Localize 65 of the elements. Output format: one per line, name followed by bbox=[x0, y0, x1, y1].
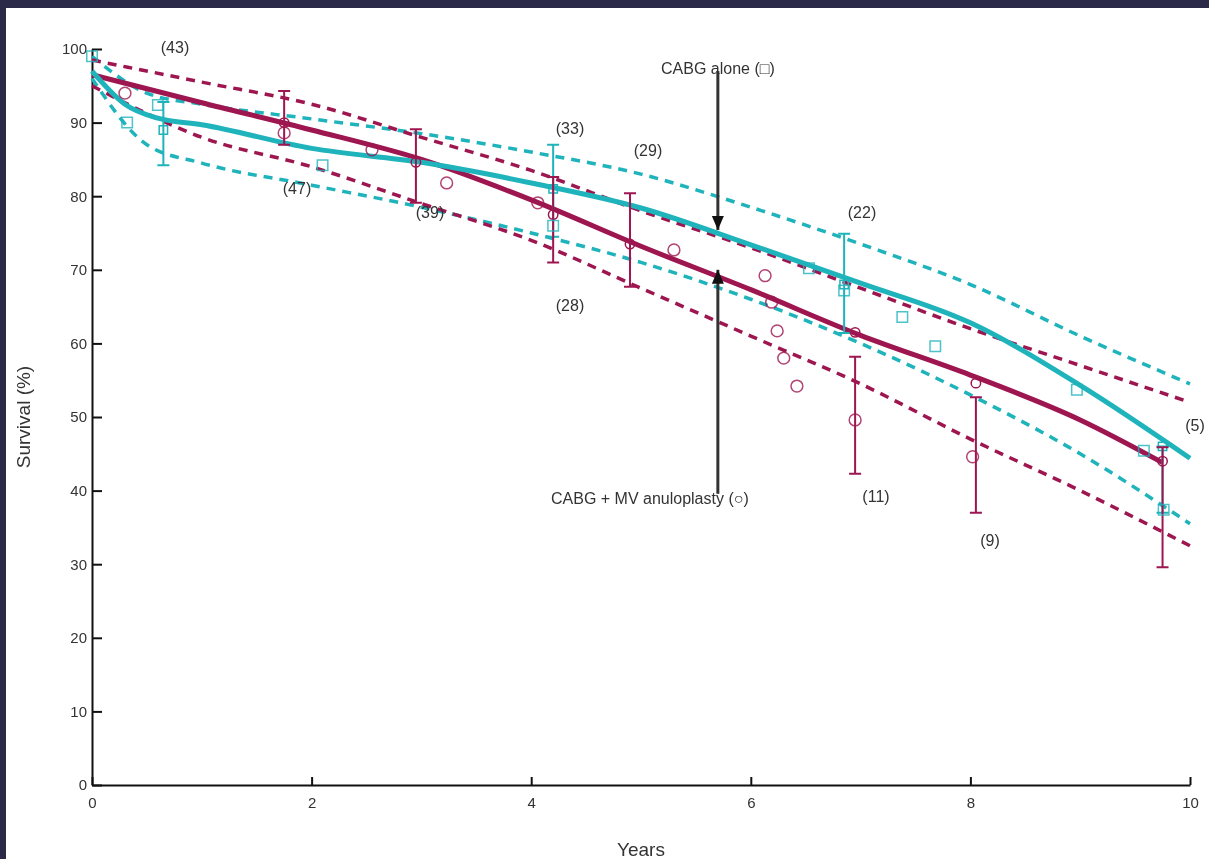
point bbox=[547, 219, 560, 232]
point bbox=[365, 143, 379, 157]
point bbox=[118, 86, 132, 100]
point bbox=[277, 126, 291, 140]
y-tick-label: 100 bbox=[61, 40, 87, 58]
point bbox=[758, 269, 772, 283]
point bbox=[316, 159, 329, 172]
point bbox=[839, 279, 850, 290]
y-tick-label: 70 bbox=[70, 261, 87, 279]
annotation: (29) bbox=[633, 142, 663, 159]
annotation: (47) bbox=[282, 180, 312, 197]
point bbox=[803, 262, 815, 275]
annotation: (43) bbox=[160, 39, 190, 56]
y-tick-label: 50 bbox=[70, 408, 87, 426]
point bbox=[929, 340, 942, 353]
annotation: CABG alone (□) bbox=[661, 60, 775, 78]
annotation: (9) bbox=[980, 532, 1000, 549]
annotation: (22) bbox=[847, 204, 877, 221]
annotation: CABG + MV anuloplasty (○) bbox=[550, 489, 749, 507]
point bbox=[439, 176, 454, 190]
annotation: (11) bbox=[862, 488, 890, 505]
point bbox=[777, 351, 791, 365]
point bbox=[667, 243, 681, 257]
point bbox=[278, 117, 290, 129]
x-tick-label: 10 bbox=[1182, 793, 1199, 811]
annotation: (28) bbox=[555, 297, 585, 314]
y-tick-label: 10 bbox=[70, 702, 87, 720]
point bbox=[790, 379, 804, 393]
point bbox=[848, 413, 862, 427]
point bbox=[548, 183, 559, 194]
y-tick-label: 30 bbox=[70, 555, 87, 573]
y-tick-label: 60 bbox=[70, 334, 87, 352]
point bbox=[121, 116, 134, 129]
annotation: (39) bbox=[415, 204, 445, 221]
point bbox=[764, 295, 779, 309]
x-tick-label: 4 bbox=[527, 793, 536, 811]
point bbox=[1157, 503, 1170, 516]
point bbox=[770, 324, 784, 338]
point bbox=[1157, 455, 1169, 467]
point bbox=[531, 196, 545, 210]
x-tick-label: 6 bbox=[747, 793, 756, 811]
point bbox=[158, 125, 169, 135]
y-tick-label: 40 bbox=[70, 481, 87, 499]
x-tick-label: 2 bbox=[307, 793, 317, 811]
point bbox=[896, 310, 909, 323]
point bbox=[624, 238, 636, 250]
annotation: (33) bbox=[555, 120, 585, 137]
y-tick-label: 0 bbox=[78, 776, 87, 794]
y-tick-label: 20 bbox=[70, 629, 87, 647]
point bbox=[86, 50, 98, 63]
y-tick-label: 90 bbox=[70, 113, 87, 131]
point bbox=[1070, 383, 1083, 396]
point bbox=[965, 450, 980, 464]
point bbox=[970, 377, 982, 389]
point bbox=[849, 326, 861, 338]
x-tick-label: 8 bbox=[966, 793, 976, 811]
point bbox=[1157, 441, 1168, 452]
y-tick-label: 80 bbox=[70, 187, 87, 205]
x-axis-title: Years bbox=[617, 839, 665, 859]
point bbox=[151, 98, 164, 111]
point bbox=[1137, 444, 1150, 457]
annotation: (5) bbox=[1185, 417, 1205, 434]
point bbox=[838, 284, 851, 297]
y-axis-title: Survival (%) bbox=[13, 365, 34, 469]
point bbox=[547, 209, 559, 221]
